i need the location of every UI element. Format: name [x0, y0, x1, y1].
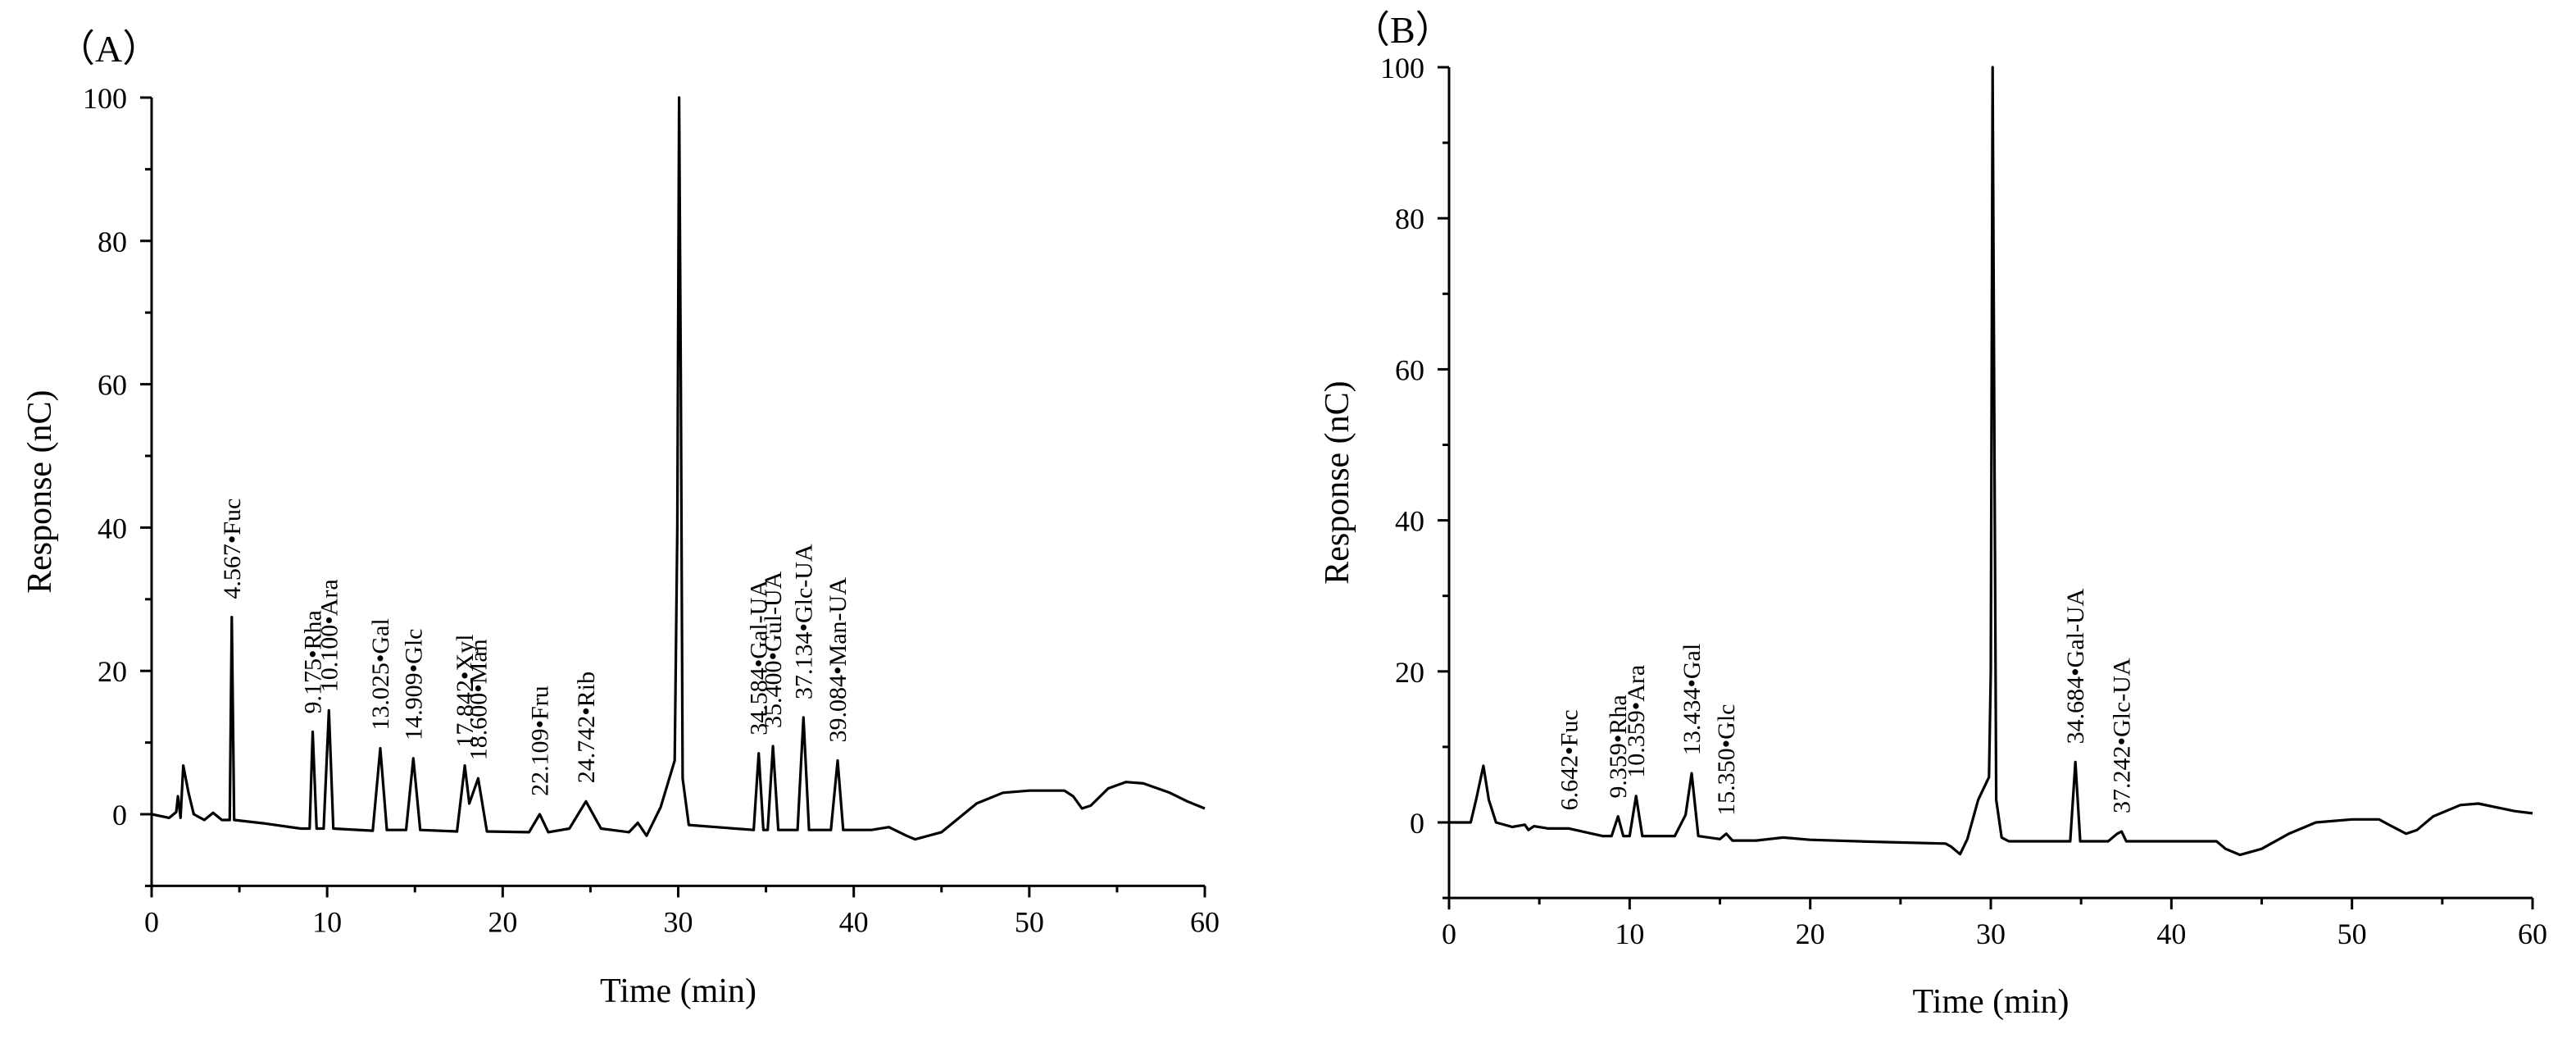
peak-label: 18.600•Man — [465, 639, 492, 760]
peak-label: 35.400•Gul-UA — [760, 571, 787, 728]
peak-label: 6.642•Fuc — [1556, 709, 1583, 810]
peak-label: 9.175•Rha — [299, 610, 326, 713]
peak-label: 22.109•Fru — [527, 685, 554, 796]
y-tick-label: 80 — [1395, 203, 1424, 235]
x-tick-label: 0 — [1442, 918, 1456, 950]
x-tick-label: 10 — [1615, 918, 1644, 950]
peak-label: 17.842•Xyl — [452, 635, 479, 748]
y-tick-label: 100 — [83, 82, 127, 115]
x-tick-label: 20 — [488, 905, 517, 938]
chromatogram-trace — [151, 96, 1206, 841]
peak-label: 9.359•Rha — [1605, 695, 1632, 798]
y-axis-title: Response (nC) — [21, 389, 59, 593]
y-tick-label: 100 — [1380, 52, 1424, 84]
x-tick-label: 60 — [2518, 918, 2547, 950]
peak-label: 14.909•Glc — [400, 628, 427, 740]
peak-label: 24.742•Rib — [573, 672, 600, 783]
y-axis-title: Response (nC) — [1319, 380, 1356, 584]
y-tick-label: 80 — [98, 225, 127, 258]
peak-label: 13.025•Gal — [367, 618, 394, 730]
x-tick-label: 60 — [1190, 905, 1220, 938]
x-tick-label: 20 — [1796, 918, 1825, 950]
peak-label: 4.567•Fuc — [219, 499, 246, 599]
peak-label: 34.584•Gal-UA — [746, 580, 773, 736]
x-tick-label: 10 — [312, 905, 342, 938]
x-tick-label: 40 — [839, 905, 869, 938]
y-tick-label: 20 — [1395, 656, 1424, 689]
y-tick-label: 0 — [1410, 807, 1424, 840]
peak-label: 37.242•Glc-UA — [2109, 658, 2136, 813]
y-tick-label: 40 — [1395, 505, 1424, 538]
peak-label: 34.684•Gal-UA — [2062, 588, 2089, 744]
panel-label: （B） — [1352, 9, 1453, 51]
x-tick-label: 50 — [1015, 905, 1044, 938]
y-tick-label: 20 — [98, 655, 127, 688]
peak-label: 10.100•Ara — [316, 579, 343, 692]
chromatogram-trace — [1449, 66, 2533, 857]
x-tick-label: 0 — [144, 905, 159, 938]
panel-a: （A） 0 10 20 30 40 50 60 0 20 40 60 80 100 Time (min) Re… — [21, 28, 1220, 1010]
x-tick-label: 40 — [2156, 918, 2186, 950]
y-tick-label: 40 — [98, 512, 127, 544]
y-tick-label: 60 — [98, 369, 127, 402]
peak-label: 39.084•Man-UA — [825, 577, 852, 743]
y-tick-label: 0 — [112, 799, 127, 831]
x-tick-label: 30 — [1976, 918, 2006, 950]
panel-b: （B） 0 10 20 30 40 50 60 0 20 40 60 80 100 Time (min) Re… — [1319, 9, 2547, 1021]
x-axis-title: Time (min) — [1913, 983, 2069, 1021]
x-tick-label: 30 — [664, 905, 693, 938]
y-tick-label: 60 — [1395, 353, 1424, 386]
peak-label: 15.350•Glc — [1713, 704, 1740, 815]
panel-label: （A） — [57, 28, 160, 70]
x-axis-title: Time (min) — [600, 972, 756, 1010]
peak-label: 10.359•Ara — [1623, 665, 1650, 778]
x-tick-label: 50 — [2337, 918, 2367, 950]
peak-label: 13.434•Gal — [1679, 644, 1706, 755]
peak-label: 37.134•Glc-UA — [790, 544, 817, 699]
